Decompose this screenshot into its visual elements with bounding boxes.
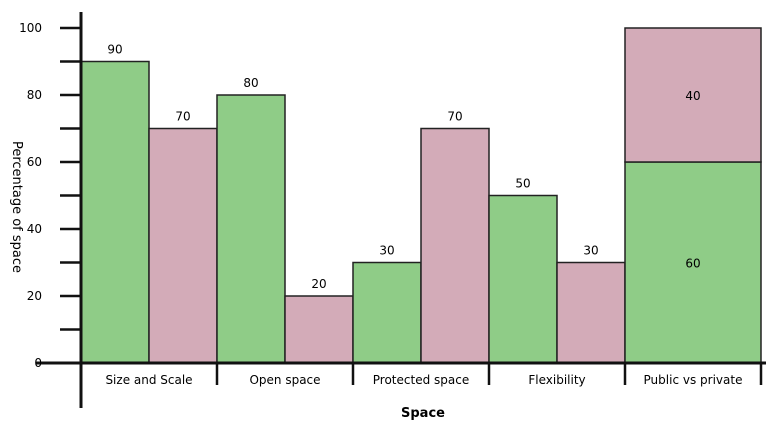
data-label: 90 <box>107 43 122 57</box>
y-tick-label: 60 <box>27 155 42 169</box>
x-tick-label: Size and Scale <box>105 373 192 387</box>
bar <box>216 94 286 364</box>
bar <box>284 295 354 364</box>
bar <box>80 60 150 364</box>
data-label: 30 <box>379 244 394 258</box>
bar <box>488 194 558 364</box>
y-axis-title: Percentage of space <box>9 141 24 273</box>
bar <box>352 261 422 364</box>
x-axis-title: Space <box>401 406 445 421</box>
bar <box>556 261 626 364</box>
x-tick-label: Flexibility <box>528 373 585 387</box>
data-label: 60 <box>685 257 700 271</box>
y-tick-label: 20 <box>27 289 42 303</box>
data-label: 70 <box>175 110 190 124</box>
x-tick-label: Protected space <box>373 373 469 387</box>
bar <box>420 127 490 364</box>
data-label: 40 <box>685 89 700 103</box>
bar <box>148 127 218 364</box>
data-label: 80 <box>243 76 258 90</box>
bar-segment <box>624 161 762 364</box>
x-tick-label: Open space <box>249 373 320 387</box>
data-label: 30 <box>583 244 598 258</box>
y-tick-label: 0 <box>34 356 42 370</box>
x-tick-label: Public vs private <box>644 373 743 387</box>
data-label: 70 <box>447 110 462 124</box>
bar-segment <box>624 27 762 163</box>
y-tick-label: 40 <box>27 222 42 236</box>
data-label: 20 <box>311 277 326 291</box>
y-tick-label: 80 <box>27 88 42 102</box>
data-label: 50 <box>515 177 530 191</box>
y-tick-label: 100 <box>19 21 42 35</box>
